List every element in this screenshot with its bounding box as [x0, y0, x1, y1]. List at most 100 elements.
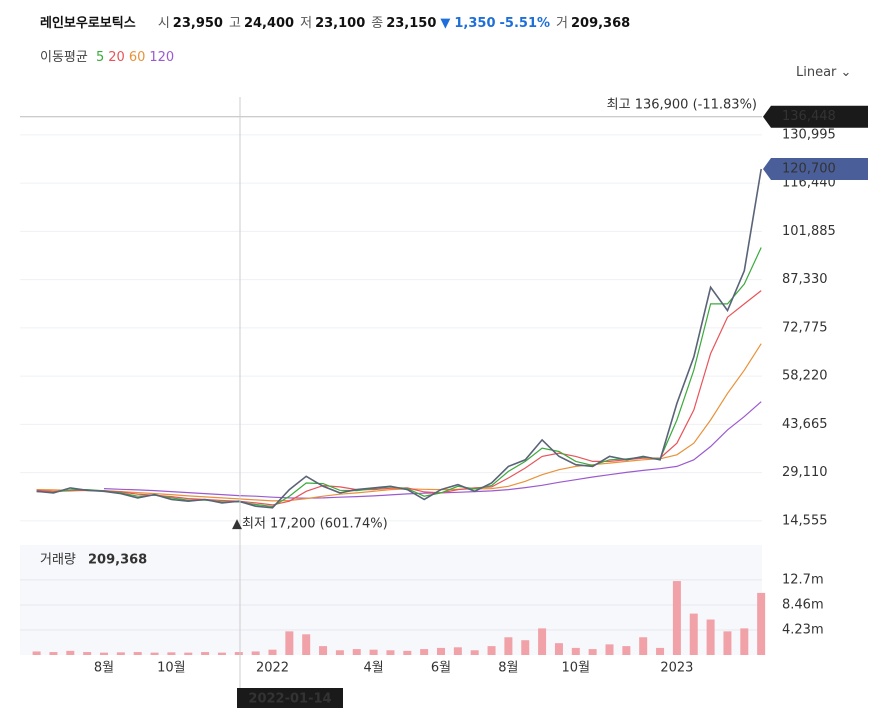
change-value: 1,350: [454, 16, 496, 31]
legend-entry: 20: [108, 50, 125, 65]
price-tag: [763, 157, 868, 180]
volume-bar: [740, 628, 749, 655]
y-tick-label: 72,775: [782, 320, 828, 335]
change-percent: -5.51%: [499, 16, 551, 31]
scale-mode-label[interactable]: Linear: [796, 65, 837, 80]
volume-bar: [201, 652, 210, 655]
volume-tick-label: 12.7m: [782, 572, 824, 587]
volume-bar: [453, 647, 462, 655]
x-tick-label: 2022: [256, 661, 289, 676]
volume-bar: [639, 637, 648, 655]
quote-value: 23,950: [172, 16, 223, 31]
ma-line: [36, 247, 762, 508]
volume-bar: [116, 652, 125, 655]
volume-bar: [622, 646, 631, 655]
ma-line: [36, 343, 762, 502]
volume-bar: [133, 652, 142, 655]
x-tick-label: 10월: [562, 661, 591, 676]
quote-value: 24,400: [243, 16, 295, 31]
change-arrow: ▼: [440, 16, 451, 31]
legend-entry: 60: [128, 50, 146, 65]
scale-mode[interactable]: Linear ⌄: [796, 65, 852, 80]
volume-bar: [487, 646, 496, 655]
y-tick-label: 29,110: [782, 465, 828, 480]
volume-bar: [420, 649, 429, 655]
legend-title: 이동평균: [40, 50, 88, 65]
volume-bar: [605, 644, 614, 655]
volume-bar: [504, 637, 513, 655]
volume-tick-label: 4.23m: [782, 622, 824, 637]
stock-name: 레인보우로보틱스: [40, 16, 136, 31]
x-tick-label: 8월: [94, 661, 114, 676]
volume-bar: [150, 652, 159, 655]
price-line: [36, 168, 762, 509]
volume-bar: [217, 652, 226, 655]
volume-bar: [319, 646, 328, 655]
low-annotation: ▲최저 17,200 (601.74%): [232, 517, 388, 532]
volume-bar: [571, 647, 580, 655]
quote-label: 시: [157, 16, 170, 31]
volume-bar: [403, 650, 412, 655]
x-tick-label: 10월: [157, 661, 186, 676]
volume-bar: [66, 650, 75, 655]
volume-bar: [588, 649, 597, 655]
x-tick-label: 6월: [431, 661, 451, 676]
price-tag-label: 136,448: [782, 109, 836, 124]
crosshair-date: 2022-01-14: [248, 692, 331, 707]
volume-bar: [470, 650, 479, 655]
price-tag-label: 120,700: [782, 161, 836, 176]
volume-bar: [672, 581, 681, 655]
volume-bar: [302, 634, 311, 655]
price-tag: [763, 105, 868, 128]
turnover-label: 거: [556, 16, 568, 31]
volume-bar: [437, 647, 445, 655]
volume-bar: [285, 631, 294, 655]
crosshair-date-box: [237, 688, 343, 708]
turnover-value: 209,368: [570, 16, 631, 31]
legend-entry: 5: [95, 50, 105, 65]
volume-bar: [83, 652, 92, 655]
ma-line: [103, 401, 762, 499]
quote-value: 23,100: [315, 16, 366, 31]
volume-bar: [723, 631, 732, 655]
y-tick-label: 14,555: [782, 513, 828, 528]
volume-last: 209,368: [88, 553, 147, 568]
y-tick-label: 130,995: [782, 127, 836, 142]
volume-bar: [167, 652, 176, 655]
volume-bar: [32, 651, 41, 655]
quote-label: 고: [228, 16, 241, 31]
volume-label: 거래량: [40, 553, 76, 568]
volume-bar: [706, 619, 715, 655]
volume-bar: [757, 592, 766, 655]
y-tick-label: 58,220: [782, 369, 828, 384]
volume-bar: [689, 613, 698, 655]
volume-bar: [268, 649, 277, 655]
volume-background: [20, 545, 762, 655]
quote-label: 종: [371, 16, 384, 31]
volume-bar: [386, 650, 395, 655]
x-tick-label: 8월: [498, 661, 518, 676]
volume-bar: [49, 652, 58, 655]
high-annotation: 최고 136,900 (-11.83%): [607, 98, 757, 113]
volume-bar: [234, 652, 243, 655]
volume-bar: [100, 652, 108, 655]
volume-bar: [369, 649, 378, 655]
volume-bar: [656, 647, 665, 655]
y-tick-label: 87,330: [782, 272, 828, 287]
volume-bar: [521, 640, 530, 655]
volume-bar: [251, 651, 260, 655]
y-tick-label: 43,665: [782, 417, 828, 432]
x-tick-label: 2023: [660, 661, 693, 676]
volume-bar: [554, 643, 563, 655]
legend-entry: 120: [149, 50, 175, 65]
quote-header: 레인보우로보틱스 시 23,950 고 24,400 저 23,100 종 23,150 ▼ 1,…: [40, 12, 630, 31]
quote-label: 저: [300, 16, 313, 31]
volume-bar: [538, 628, 547, 655]
ma-legend: 이동평균 5 20 60 120: [40, 46, 178, 65]
quote-value: 23,150: [386, 16, 437, 31]
x-tick-label: 4월: [363, 661, 383, 676]
volume-bar: [352, 649, 361, 655]
volume-bar: [184, 652, 193, 655]
